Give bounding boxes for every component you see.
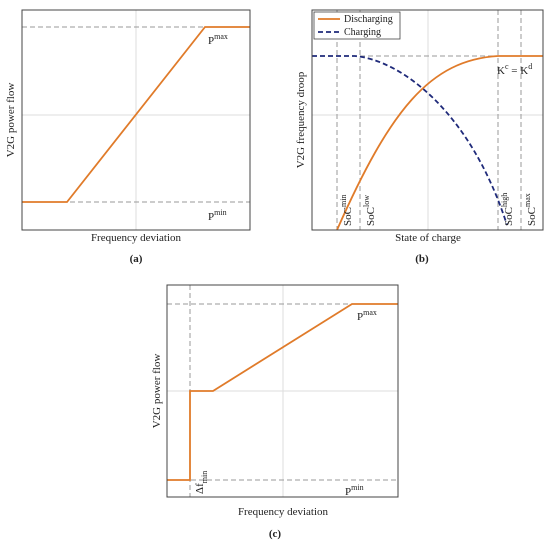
panel-a: Pmax Pmin V2G power flow Frequency devia… bbox=[5, 9, 251, 265]
x-label: Frequency deviation bbox=[238, 506, 329, 518]
curve bbox=[22, 26, 250, 203]
annotation: Pmax bbox=[208, 32, 228, 47]
x-label: State of charge bbox=[395, 232, 461, 244]
frame bbox=[21, 9, 251, 231]
discharging-curve bbox=[336, 55, 543, 231]
annotation: SoClow bbox=[362, 195, 377, 226]
annotation: SoCmin bbox=[339, 195, 354, 226]
caption: (c) bbox=[269, 528, 282, 540]
legend-label: Discharging bbox=[344, 14, 393, 25]
y-label: V2G frequency droop bbox=[295, 71, 307, 168]
legend-label: Charging bbox=[344, 27, 381, 38]
caption: (b) bbox=[415, 253, 429, 265]
y-label: V2G power flow bbox=[5, 83, 17, 158]
panel-b: Discharging Charging SoCmin SoClow SoChi… bbox=[295, 9, 544, 265]
x-label: Frequency deviation bbox=[91, 232, 182, 244]
annotation: Pmin bbox=[208, 208, 227, 223]
caption: (a) bbox=[130, 253, 143, 265]
frame bbox=[311, 9, 544, 231]
annotation: Pmin bbox=[345, 483, 364, 498]
frame bbox=[166, 284, 399, 498]
annotation: SoCmax bbox=[523, 193, 538, 226]
charging-curve bbox=[312, 55, 508, 226]
annotation: Δfmin bbox=[194, 471, 209, 494]
annotation: Pmax bbox=[357, 308, 377, 323]
annotation: SoChigh bbox=[500, 193, 515, 226]
equation: Kc = Kd bbox=[497, 62, 532, 77]
curve bbox=[167, 303, 398, 481]
y-label: V2G power flow bbox=[151, 354, 163, 429]
panel-c: Pmax Pmin Δfmin V2G power flow Frequency… bbox=[151, 284, 399, 540]
legend bbox=[313, 11, 401, 40]
